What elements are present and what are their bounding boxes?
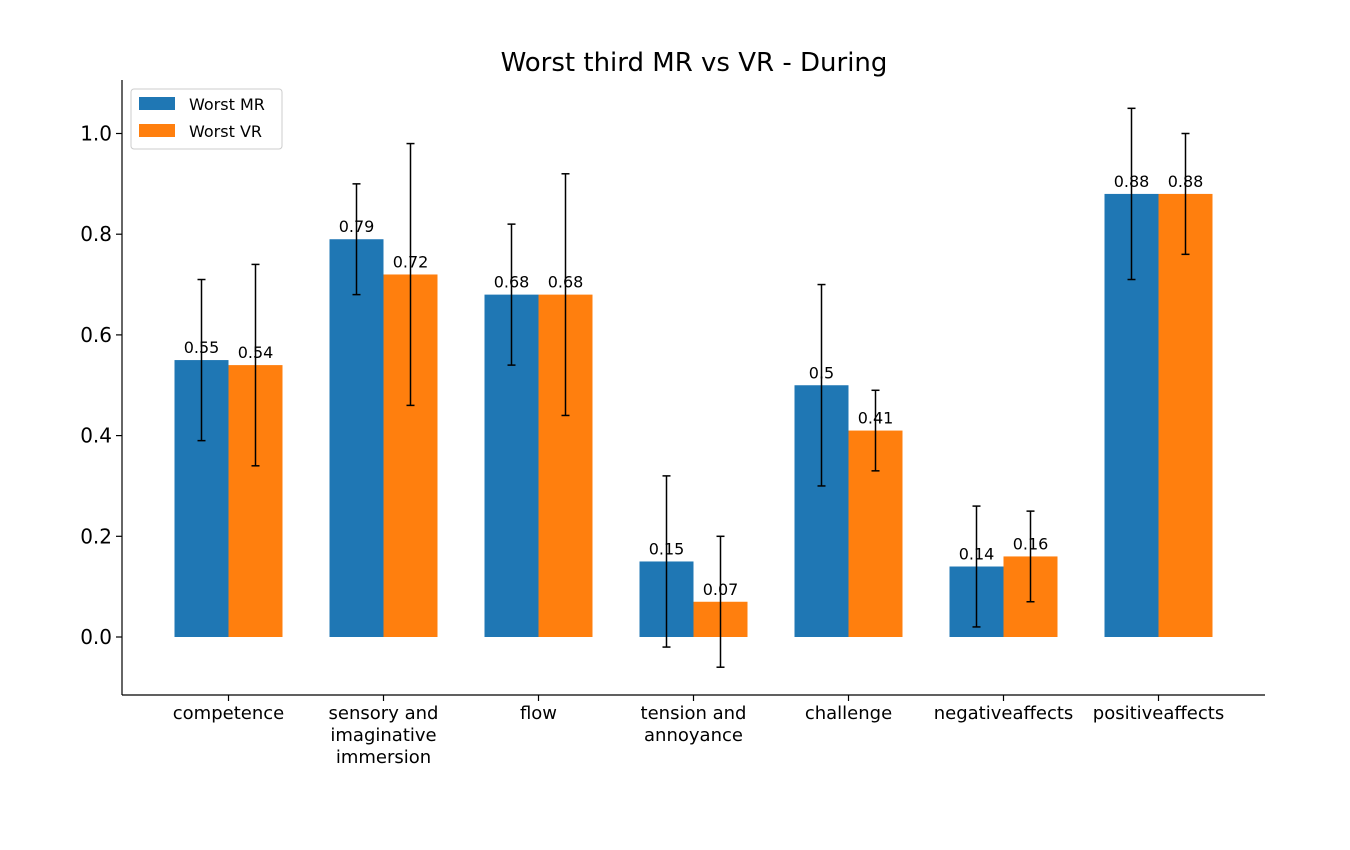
plot-area: 0.0 0.2 0.4 0.6 0.8 1.0 0.55 0.54 competence 0.79… <box>80 80 1265 768</box>
x-tick-label-line: challenge <box>805 703 892 724</box>
x-tick-label-line: imaginative <box>330 725 436 746</box>
chart-title: Worst third MR vs VR - During <box>501 48 888 78</box>
x-tick-label-line: annoyance <box>644 725 743 746</box>
data-label: 0.41 <box>858 409 894 428</box>
legend-swatch <box>139 97 175 110</box>
bar <box>1158 193 1213 638</box>
data-label: 0.54 <box>238 343 274 362</box>
data-label: 0.72 <box>393 252 429 271</box>
x-tick-label: negativeaffects <box>934 703 1074 724</box>
legend-swatch <box>139 124 175 137</box>
data-label: 0.55 <box>184 338 220 357</box>
x-tick-label-line: positiveaffects <box>1093 703 1224 724</box>
x-tick-label: positiveaffects <box>1093 703 1224 724</box>
legend-label: Worst MR <box>189 95 265 114</box>
x-tick-label: challenge <box>805 703 892 724</box>
x-tick-label: tension and annoyance <box>641 703 747 746</box>
x-tick-label-line: flow <box>520 703 557 724</box>
data-label: 0.88 <box>1168 172 1204 191</box>
x-tick-label-line: negativeaffects <box>934 703 1074 724</box>
y-tick-label: 0.4 <box>80 424 112 448</box>
legend: Worst MR Worst VR <box>130 88 283 150</box>
data-label: 0.68 <box>548 273 584 292</box>
data-label: 0.88 <box>1114 172 1150 191</box>
y-tick-label: 0.6 <box>80 323 112 347</box>
x-tick-label: flow <box>520 703 557 724</box>
x-tick-label-line: sensory and <box>329 703 439 724</box>
y-tick-label: 0.0 <box>80 625 112 649</box>
y-tick-label: 1.0 <box>80 122 112 146</box>
data-label: 0.14 <box>959 545 995 564</box>
data-label: 0.07 <box>703 580 739 599</box>
x-tick-label-line: immersion <box>336 747 431 768</box>
x-tick-label: sensory and imaginative immersion <box>329 703 439 768</box>
data-label: 0.15 <box>649 539 685 558</box>
x-tick-label-line: competence <box>173 703 284 724</box>
data-label: 0.16 <box>1013 534 1049 553</box>
bar <box>329 239 384 638</box>
data-label: 0.79 <box>339 217 375 236</box>
data-label: 0.68 <box>494 273 530 292</box>
y-tick-label: 0.8 <box>80 222 112 246</box>
data-label: 0.5 <box>809 363 834 382</box>
x-tick-label: competence <box>173 703 284 724</box>
x-tick-label-line: tension and <box>641 703 747 724</box>
legend-label: Worst VR <box>189 122 262 141</box>
y-tick-label: 0.2 <box>80 524 112 548</box>
